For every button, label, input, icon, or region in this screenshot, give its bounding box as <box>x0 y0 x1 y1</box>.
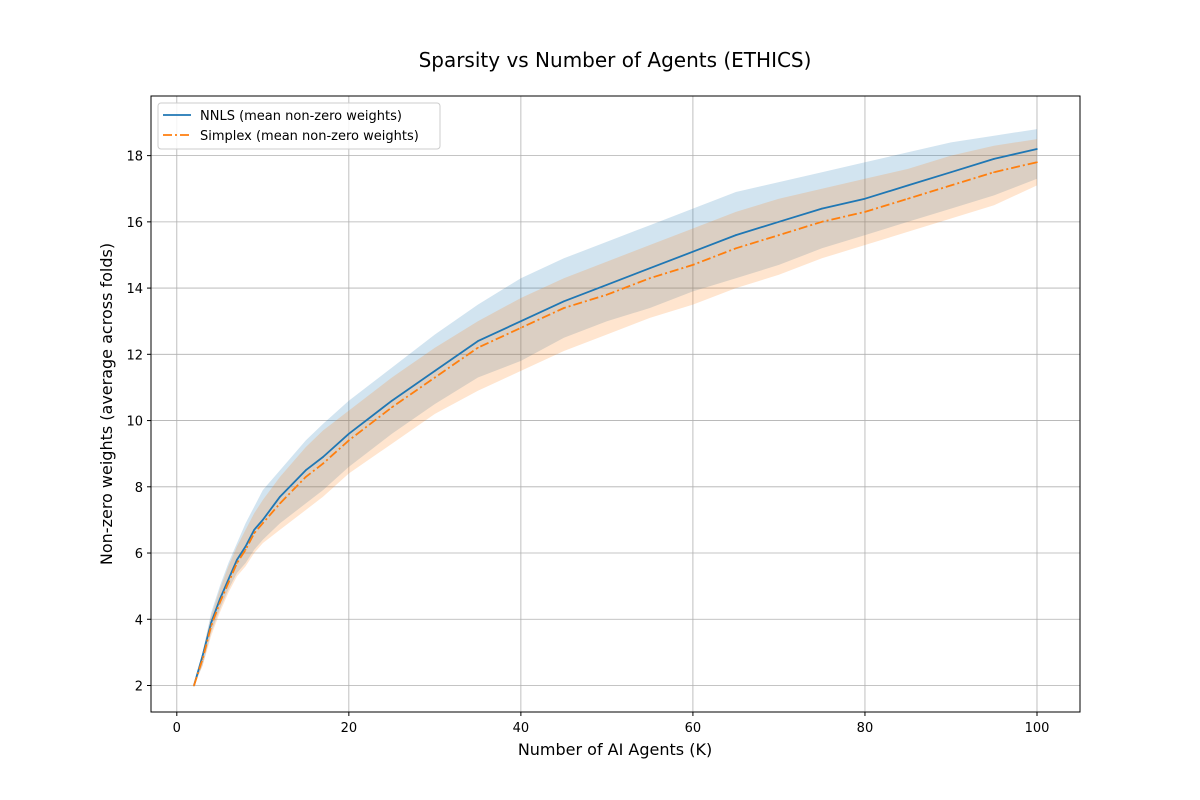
series-2-point <box>1036 161 1038 163</box>
series-2-point <box>193 684 195 687</box>
series-2-point <box>322 462 324 465</box>
series-2-point <box>649 277 651 280</box>
grid-lines <box>151 96 1080 712</box>
x-tick-label: 40 <box>513 721 530 736</box>
axis-ticks: 0 20 40 60 80 100 2 4 6 8 10 12 14 16 18 <box>126 150 1049 736</box>
series-1-point <box>520 320 522 323</box>
series-2-point <box>279 502 281 505</box>
series-1-point <box>993 158 995 160</box>
series-2-point <box>477 346 479 349</box>
series-1-point <box>649 267 651 270</box>
series-1-point <box>244 545 247 548</box>
series-2-point <box>950 184 952 187</box>
x-tick-label: 0 <box>173 721 181 736</box>
x-axis-label: Number of AI Agents (K) <box>518 740 712 759</box>
series-1-point <box>348 433 350 435</box>
series-1-point <box>322 456 324 458</box>
legend: NNLS (mean non-zero weights) Simplex (mea… <box>157 102 441 150</box>
series-2-point <box>864 211 866 213</box>
y-tick-label: 8 <box>135 481 143 496</box>
series-2-point <box>434 376 436 379</box>
series-1-point <box>907 184 909 187</box>
series-2-point <box>253 532 255 534</box>
x-tick-label: 20 <box>341 721 358 736</box>
confidence-bands <box>194 129 1037 686</box>
y-tick-label: 2 <box>135 680 143 695</box>
chart-title: Sparsity vs Number of Agents (ETHICS) <box>419 48 812 72</box>
legend-label-1: NNLS (mean non-zero weights) <box>200 109 402 124</box>
series-2-point <box>692 264 694 266</box>
legend-box <box>157 102 441 150</box>
legend-label-2: Simplex (mean non-zero weights) <box>200 129 419 144</box>
series-2-point <box>219 601 221 604</box>
series-2-point <box>606 293 608 296</box>
series-2-point <box>391 406 393 409</box>
y-tick-label: 18 <box>126 150 143 165</box>
x-tick-label: 80 <box>857 721 874 736</box>
series-1-point <box>262 519 264 521</box>
series-2-point <box>821 221 823 223</box>
series-1-point <box>305 469 307 472</box>
series-2-point <box>210 625 212 627</box>
series-2-point <box>262 522 264 524</box>
series-2-point <box>227 582 230 584</box>
series-1-point <box>692 250 694 253</box>
plot-frame <box>150 95 1081 713</box>
y-tick-label: 10 <box>126 415 143 430</box>
series-2-point <box>907 197 909 200</box>
series-1-point <box>864 197 866 200</box>
series-2-point <box>778 234 780 236</box>
series-1-point <box>563 300 565 303</box>
series-band-2 <box>194 139 1037 686</box>
series-1-point <box>477 340 479 342</box>
series-2-point <box>201 658 204 660</box>
series-1-point <box>1036 148 1038 150</box>
series-2-point <box>563 307 565 309</box>
y-tick-label: 12 <box>126 348 143 363</box>
series-1-point <box>253 529 255 531</box>
series-1-point <box>434 370 436 372</box>
series-1-point <box>821 207 823 210</box>
y-tick-label: 4 <box>135 613 143 628</box>
series-1-point <box>735 234 737 236</box>
x-tick-label: 60 <box>685 721 702 736</box>
series-1-point <box>778 221 780 223</box>
y-tick-label: 14 <box>126 282 143 297</box>
series-2-point <box>305 476 307 478</box>
series-2-point <box>348 439 350 442</box>
series-1-point <box>227 578 230 581</box>
series-1-point <box>279 495 281 498</box>
series-1-point <box>236 558 238 561</box>
y-tick-label: 6 <box>135 547 143 562</box>
series-2-point <box>735 247 737 250</box>
series-2-point <box>993 171 995 173</box>
y-tick-label: 16 <box>126 216 143 231</box>
series-1-point <box>950 171 952 173</box>
x-tick-label: 100 <box>1025 721 1050 736</box>
series-1-point <box>606 284 608 286</box>
series-lines <box>193 148 1038 687</box>
series-2-point <box>244 548 247 551</box>
series-2-point <box>236 562 238 564</box>
y-axis-label: Non-zero weights (average across folds) <box>97 243 116 565</box>
series-2-point <box>520 327 522 329</box>
series-1-point <box>391 399 393 402</box>
